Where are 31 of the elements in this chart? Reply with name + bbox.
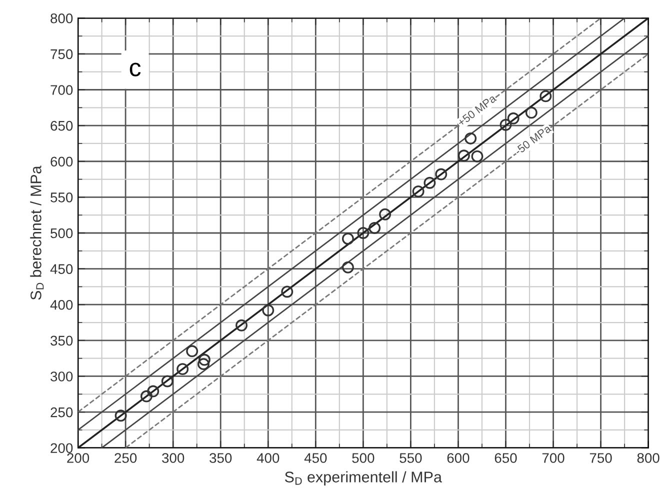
y-axis-title: S$_{D}$ berechnet / MPa bbox=[30, 166, 44, 300]
y-tick-label: 350 bbox=[50, 336, 73, 346]
x-tick-label: 800 bbox=[637, 453, 660, 463]
x-tick-label: 500 bbox=[352, 453, 374, 463]
x-tick-label: 200 bbox=[67, 453, 90, 463]
x-tick-label: 550 bbox=[400, 453, 422, 463]
y-tick-label: 250 bbox=[50, 407, 73, 418]
y-tick-label: 650 bbox=[50, 120, 73, 131]
x-tick-label: 300 bbox=[162, 453, 184, 463]
y-tick-label: 500 bbox=[50, 228, 73, 238]
y-tick-label: 550 bbox=[50, 192, 73, 202]
x-tick-label: 600 bbox=[447, 453, 470, 463]
y-tick-label: 750 bbox=[50, 49, 73, 60]
x-tick-label: 400 bbox=[256, 453, 280, 463]
x-tick-label: 650 bbox=[494, 453, 517, 463]
y-tick-label: 450 bbox=[50, 264, 73, 274]
annotation: -50 MPa bbox=[514, 124, 552, 156]
annotation: +50 MPa bbox=[456, 94, 497, 127]
x-tick-label: 350 bbox=[210, 453, 232, 463]
y-tick-label: 700 bbox=[50, 85, 73, 95]
x-tick-label: 700 bbox=[542, 453, 564, 463]
annotation: c bbox=[130, 62, 141, 76]
x-tick-label: 750 bbox=[590, 453, 612, 463]
x-tick-label: 250 bbox=[114, 453, 137, 463]
y-tick-label: 200 bbox=[50, 443, 73, 454]
x-tick-label: 450 bbox=[304, 453, 327, 463]
x-axis-title: S$_{D}$ experimentell / MPa bbox=[284, 471, 442, 486]
y-tick-label: 800 bbox=[50, 13, 73, 24]
y-tick-label: 400 bbox=[50, 300, 73, 310]
y-tick-label: 600 bbox=[50, 156, 73, 167]
y-tick-label: 300 bbox=[50, 372, 73, 382]
